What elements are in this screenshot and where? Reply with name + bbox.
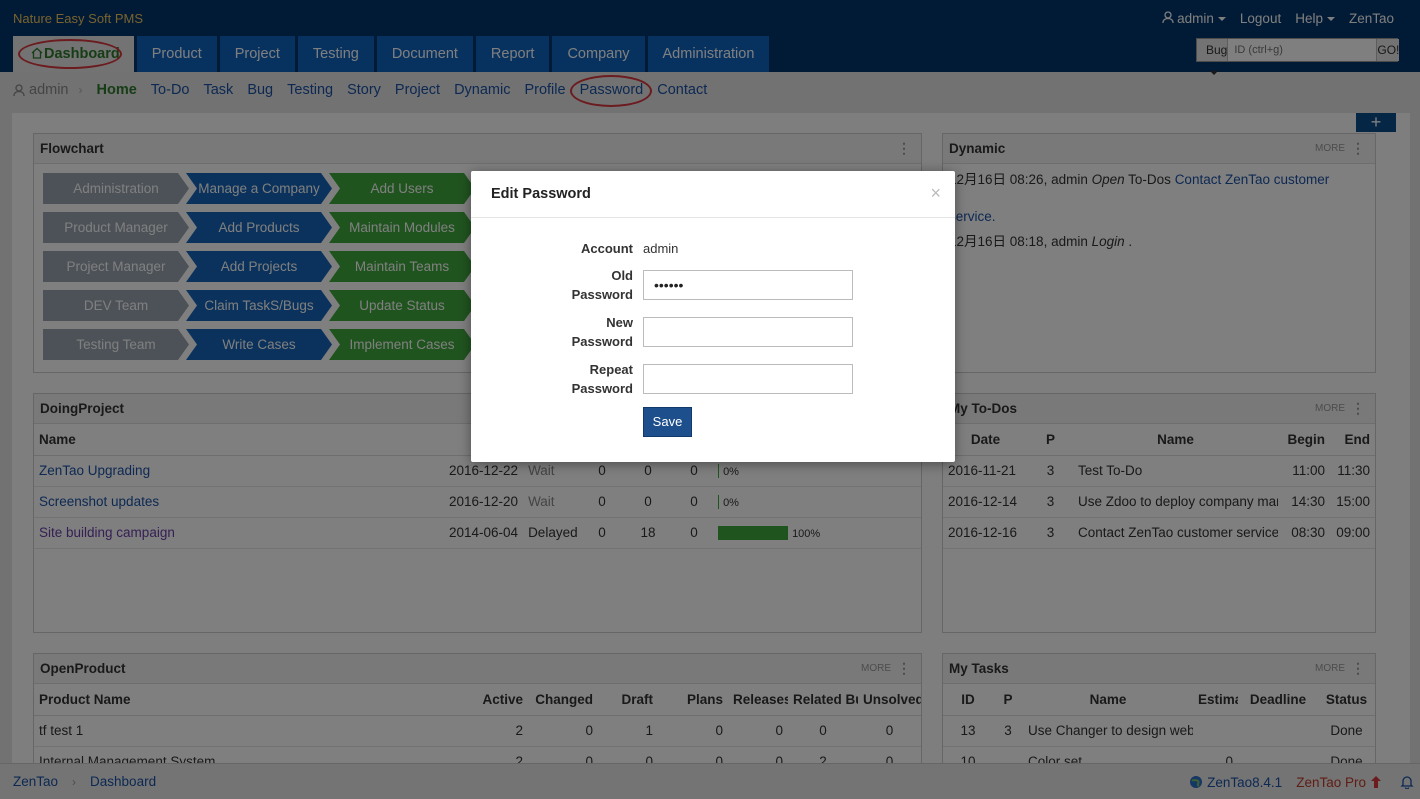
new-password-field[interactable] (643, 317, 853, 347)
repeat-password-label: Repeat Password (572, 360, 633, 398)
label-line: Password (571, 381, 633, 396)
new-password-label: New Password (572, 313, 633, 351)
modal-title: Edit Password (491, 186, 591, 202)
label-line: Password (571, 287, 633, 302)
label-line: Password (571, 334, 633, 349)
old-password-label: Old Password (572, 266, 633, 304)
modal-header: Edit Password × (471, 171, 955, 218)
account-value: admin (643, 241, 679, 256)
label-line: New (606, 315, 633, 330)
edit-password-dialog: Edit Password × Account admin Old Passwor… (471, 171, 955, 462)
repeat-password-field[interactable] (643, 364, 853, 394)
label-line: Repeat (589, 362, 633, 377)
close-icon[interactable]: × (930, 183, 941, 203)
save-button[interactable]: Save (643, 407, 692, 437)
label-line: Old (611, 268, 633, 283)
old-password-field[interactable]: •••••• (643, 270, 853, 300)
account-label: Account (581, 241, 633, 256)
